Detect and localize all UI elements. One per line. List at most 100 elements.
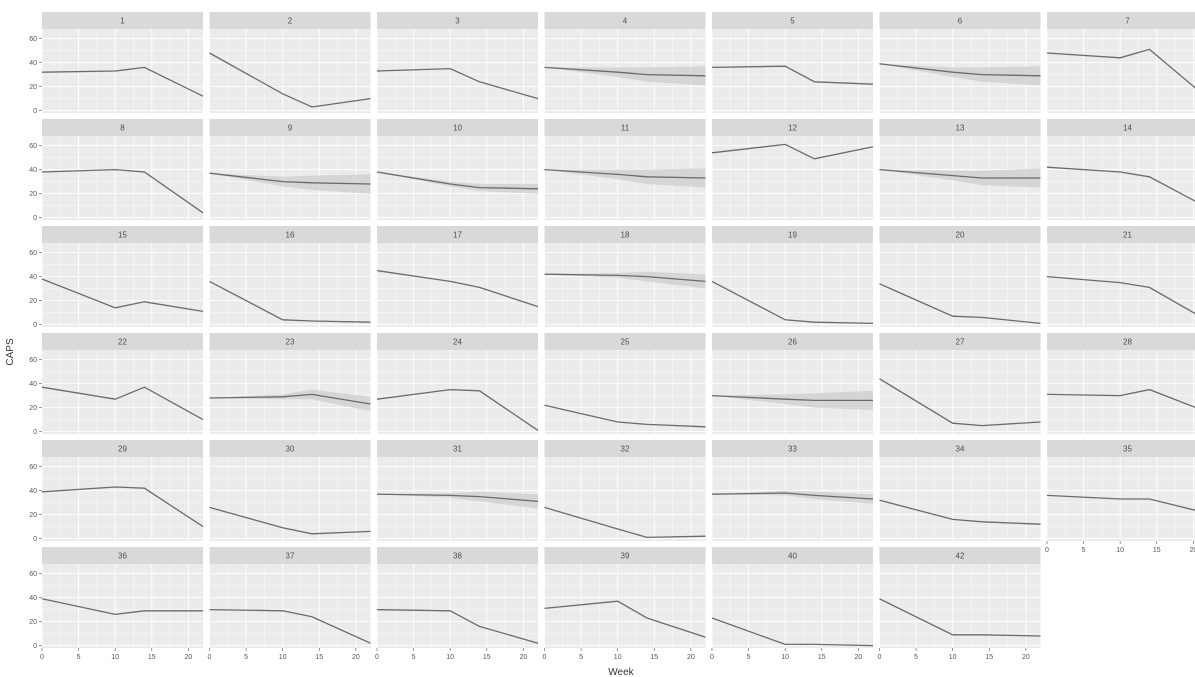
facet-strip: [879, 119, 1041, 136]
facet-strip: [544, 440, 706, 457]
facet-strip-label: 13: [956, 124, 965, 133]
gridlines: [376, 243, 538, 327]
plot-panel: [42, 350, 203, 434]
plot-panel: [1047, 243, 1195, 327]
plot-panel: [1047, 350, 1195, 434]
x-tick-label: 0: [710, 654, 714, 661]
facet-strip: [42, 119, 203, 136]
series-line: [41, 598, 203, 616]
facet-panel-2: 2: [209, 12, 371, 113]
series-line: [41, 278, 204, 313]
series-line: [376, 388, 539, 431]
facet-strip-label: 8: [120, 124, 125, 133]
x-tick-label: 5: [914, 654, 918, 661]
x-tick-label: 15: [315, 654, 323, 661]
facet-panel-30: 30: [209, 440, 371, 541]
facet-strip: [1047, 119, 1195, 136]
x-tick-label: 5: [77, 654, 81, 661]
facet-panel-29: 29: [41, 440, 204, 541]
facet-strip-label: 40: [788, 552, 797, 561]
x-tick-label: 15: [483, 654, 491, 661]
series-line: [879, 283, 1041, 325]
facet-panel-28: 28: [1046, 333, 1195, 434]
gridlines: [41, 243, 203, 327]
series-line: [209, 52, 371, 108]
facet-strip: [544, 547, 706, 564]
facet-strip: [377, 333, 538, 350]
facet-panel-37: 37: [209, 547, 371, 648]
facet-strip: [377, 12, 538, 29]
plot-panel: [1047, 136, 1195, 220]
y-tick-label: 20: [29, 191, 37, 198]
gridlines: [711, 136, 873, 220]
facet-strip-label: 27: [956, 338, 965, 347]
gridlines: [711, 457, 873, 541]
facet-panel-21: 21: [1046, 226, 1195, 327]
x-tick-label: 10: [949, 654, 957, 661]
plot-panel: [42, 29, 203, 113]
plot-panel: [544, 457, 706, 541]
gridlines: [209, 243, 371, 327]
series-line: [711, 394, 873, 402]
facet-panel-16: 16: [209, 226, 371, 327]
facet-panel-42: 42: [879, 547, 1041, 648]
facet-panel-17: 17: [376, 226, 539, 327]
plot-panel: [712, 243, 873, 327]
facet-strip-label: 12: [788, 124, 797, 133]
facet-strip-label: 20: [956, 231, 965, 240]
plot-panel: [377, 136, 538, 220]
facet-strip-label: 25: [621, 338, 630, 347]
facet-panel-24: 24: [376, 333, 539, 434]
series-line: [544, 66, 706, 77]
series-line: [544, 506, 706, 539]
y-axis: 0 20 40 60: [29, 143, 42, 222]
facet-strip-label: 32: [621, 445, 630, 454]
series-line: [1046, 275, 1195, 315]
facet-strip-label: 39: [621, 552, 630, 561]
gridlines: [1046, 29, 1195, 113]
plot-panel: [42, 564, 203, 648]
y-tick-label: 20: [29, 84, 37, 91]
x-axis: 0 5 10 15 20: [1045, 541, 1195, 554]
gridlines: [209, 350, 371, 434]
y-axis: 0 20 40 60: [29, 357, 42, 436]
plot-panel: [879, 564, 1041, 648]
series-line: [1046, 48, 1195, 89]
x-tick-label: 20: [184, 654, 192, 661]
plot-panel: [209, 243, 371, 327]
x-tick-label: 10: [279, 654, 287, 661]
facet-strip: [1047, 12, 1195, 29]
facet-strip: [712, 547, 873, 564]
plot-panel: [544, 350, 706, 434]
facet-strip-label: 35: [1123, 445, 1132, 454]
facet-panel-5: 5: [711, 12, 874, 113]
facet-strip: [1047, 333, 1195, 350]
facet-strip-label: 1: [120, 17, 125, 26]
x-tick-label: 10: [446, 654, 454, 661]
gridlines: [1046, 457, 1195, 541]
facet-strip: [1047, 440, 1195, 457]
facet-panel-25: 25: [544, 333, 706, 434]
gridlines: [1046, 350, 1195, 434]
series-line: [376, 493, 539, 503]
x-tick-label: 0: [1045, 547, 1049, 554]
facet-panel-14: 14: [1046, 119, 1195, 220]
facet-panel-35: 35: [1046, 440, 1195, 541]
facet-strip: [712, 12, 873, 29]
series-line: [41, 486, 204, 528]
y-tick-label: 40: [29, 167, 37, 174]
facet-strip-label: 33: [788, 445, 797, 454]
facet-panel-23: 23: [209, 333, 371, 434]
series-line: [879, 598, 1041, 637]
facet-strip-label: 16: [286, 231, 295, 240]
x-tick-label: 20: [519, 654, 527, 661]
x-tick-label: 10: [614, 654, 622, 661]
x-tick-label: 20: [1022, 654, 1030, 661]
facet-strip: [879, 333, 1041, 350]
gridlines: [544, 564, 706, 648]
facet-strip: [879, 226, 1041, 243]
y-tick-label: 40: [29, 488, 37, 495]
facet-strip-label: 30: [286, 445, 295, 454]
plot-panel: [42, 243, 203, 327]
series-line: [209, 608, 371, 644]
